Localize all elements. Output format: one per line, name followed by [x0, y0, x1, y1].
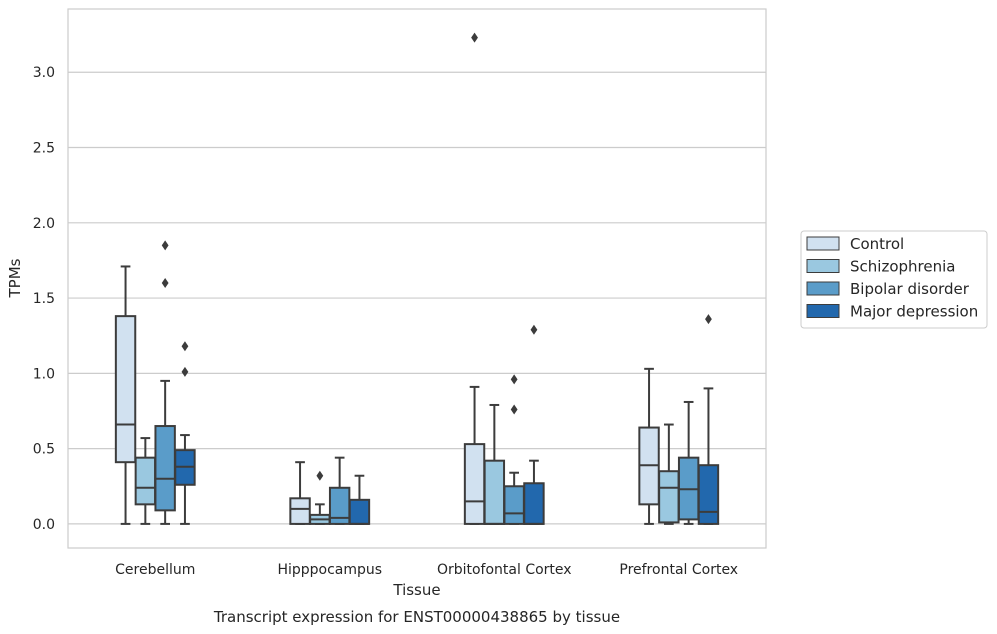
y-axis-title: TPMs — [6, 258, 24, 298]
box-body — [697, 464, 720, 525]
box — [309, 470, 331, 525]
legend-swatch — [806, 259, 840, 273]
box — [114, 265, 137, 525]
box — [463, 32, 486, 525]
x-tick-label: Hipppocampus — [277, 562, 382, 578]
outlier-point — [471, 32, 478, 43]
legend-swatch — [806, 281, 840, 296]
box — [697, 314, 720, 525]
x-tick-label: Prefrontal Cortex — [619, 562, 738, 578]
box-groups — [114, 32, 720, 525]
box — [328, 456, 351, 525]
box-body — [523, 482, 545, 525]
box — [154, 240, 176, 525]
box-body — [114, 315, 137, 464]
box — [523, 324, 545, 525]
y-tick-label: 1.0 — [33, 366, 55, 382]
outlier-point — [510, 374, 518, 385]
legend-label: Schizophrenia — [850, 258, 955, 276]
outlier-point — [181, 341, 189, 352]
legend: Control Schizophrenia Bipolar disorder Majo… — [800, 230, 988, 329]
box-body — [463, 443, 486, 525]
y-tick-label: 0.0 — [33, 517, 55, 533]
box — [134, 437, 157, 525]
legend-label: Control — [850, 235, 904, 253]
legend-swatch — [806, 236, 840, 251]
box-body — [134, 456, 157, 506]
box-body — [289, 497, 311, 525]
chart-caption: Transcript expression for ENST0000043886… — [213, 608, 620, 626]
box — [483, 403, 506, 525]
box-body — [483, 459, 506, 525]
y-tick-label: 2.0 — [33, 216, 55, 232]
x-axis-ticks: Cerebellum Hipppocampus Orbitofontal Corte… — [115, 562, 738, 578]
x-tick-label: Cerebellum — [115, 562, 195, 578]
y-tick-label: 0.5 — [33, 442, 55, 458]
outlier-point — [530, 324, 538, 335]
outlier-point — [705, 314, 712, 325]
y-tick-label: 2.5 — [33, 141, 55, 157]
y-axis-ticks: 0.0 0.5 1.0 1.5 2.0 2.5 3.0 — [33, 65, 55, 533]
outlier-point — [161, 240, 169, 251]
legend-swatch — [806, 304, 840, 318]
box — [638, 367, 660, 525]
y-tick-label: 1.5 — [33, 291, 55, 307]
box — [677, 400, 700, 525]
box — [658, 423, 680, 525]
legend-label: Major depression — [850, 303, 978, 321]
box — [174, 341, 196, 525]
y-tick-label: 3.0 — [33, 65, 55, 81]
box-body — [154, 425, 176, 512]
outlier-point — [181, 366, 189, 377]
x-tick-label: Orbitofontal Cortex — [437, 562, 572, 578]
legend-label: Bipolar disorder — [850, 280, 970, 298]
x-axis-title: Tissue — [392, 581, 440, 599]
plot-area-frame — [67, 8, 767, 549]
box-body — [658, 470, 680, 524]
outlier-point — [316, 470, 324, 481]
legend-frame — [800, 230, 988, 329]
box — [289, 461, 311, 525]
box — [348, 474, 371, 525]
outlier-point — [161, 278, 169, 289]
box-body — [348, 498, 371, 525]
outlier-point — [510, 404, 518, 415]
box-body — [503, 485, 525, 525]
